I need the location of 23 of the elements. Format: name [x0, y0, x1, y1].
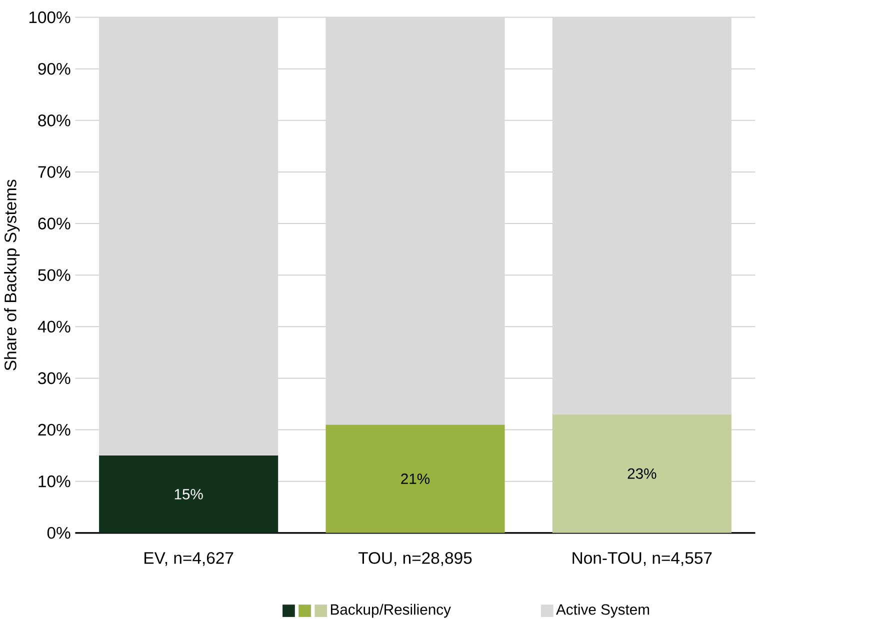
y-tick-label: 100% [29, 11, 70, 23]
legend-label: Backup/Resiliency [330, 604, 451, 618]
y-tick-label: 70% [38, 166, 70, 178]
bar [552, 414, 732, 533]
y-tick-label: 20% [38, 424, 70, 436]
y-axis-title: Share of Backup Systems [4, 179, 20, 370]
data-label: 21% [401, 473, 430, 484]
bar [99, 455, 278, 533]
y-tick-label: 80% [38, 114, 70, 126]
x-tick-label: TOU, n=28,895 [358, 552, 472, 566]
y-tick-label: 60% [38, 217, 70, 230]
y-tick-label: 90% [38, 62, 70, 75]
x-tick-label: EV, n=4,627 [144, 552, 234, 566]
y-tick-label: 30% [38, 372, 70, 384]
y-tick-label: 40% [38, 320, 70, 332]
y-tick-label: 50% [38, 268, 70, 281]
y-tick-label: 0% [47, 526, 70, 539]
y-tick-label: 10% [38, 475, 70, 488]
x-tick-label: Non-TOU, n=4,557 [572, 552, 712, 566]
legend-label: Active System [556, 604, 650, 618]
data-label: 23% [628, 468, 656, 479]
bar [326, 424, 505, 533]
data-label: 15% [174, 488, 203, 500]
